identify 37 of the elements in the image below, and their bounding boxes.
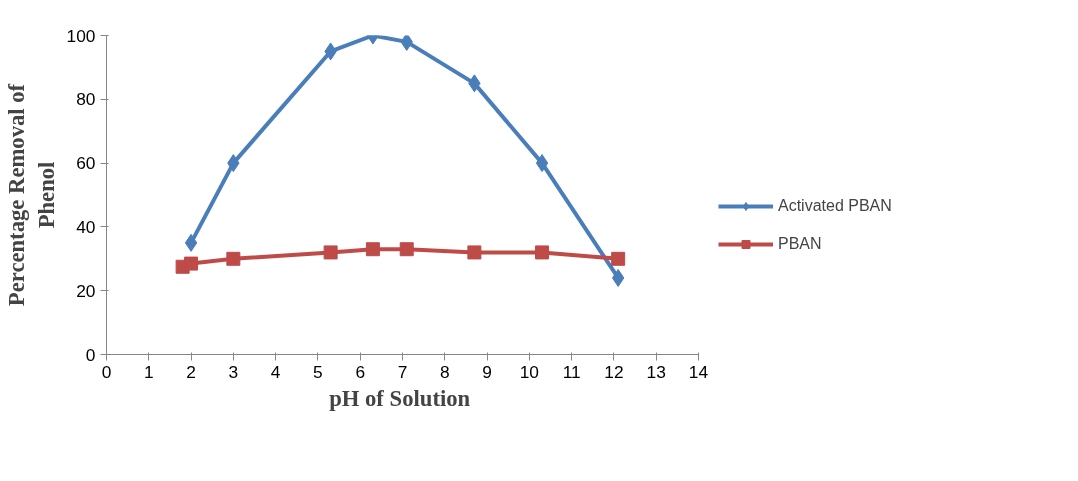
point (611, 251, 626, 266)
legend-label: PBAN (778, 235, 822, 253)
x-axis-title: pH of Solution (329, 385, 471, 411)
point (323, 245, 338, 260)
point (535, 245, 550, 260)
point (184, 233, 198, 252)
point (399, 242, 414, 257)
x-tick-label: 4 (270, 361, 281, 382)
x-tick-label: 14 (688, 361, 709, 382)
y-tick-label: 40 (76, 216, 96, 237)
x-tick-label: 2 (186, 361, 196, 382)
point (226, 251, 241, 266)
y-tick-label: 0 (85, 344, 96, 365)
x-tick-label: 1 (143, 361, 154, 382)
y-tick-label: 100 (66, 25, 96, 46)
point (184, 256, 199, 271)
x-tick-label: 10 (519, 361, 539, 382)
x-tick-label: 7 (397, 361, 408, 382)
x-tick-label: 11 (562, 361, 581, 382)
y-tick-label: 80 (76, 89, 96, 110)
x-tick-label: 0 (101, 361, 112, 382)
point (400, 35, 413, 51)
x-tick-label: 5 (313, 361, 323, 382)
point (467, 245, 482, 260)
x-tick-label: 13 (646, 361, 666, 382)
x-tick-label: 9 (482, 361, 492, 382)
x-tick-label: 3 (228, 361, 239, 382)
y-tick-label: 60 (76, 153, 96, 174)
point (611, 268, 625, 287)
point (535, 154, 549, 173)
x-tick-label: 6 (355, 361, 366, 382)
y-tick-label: 20 (76, 280, 96, 301)
x-tick-label: 12 (604, 361, 624, 382)
y-axis-title: Percentage Removal of Phenol (3, 83, 59, 307)
point (365, 242, 380, 257)
x-tick-label: 8 (439, 361, 450, 382)
legend-label: Activated PBAN (778, 197, 892, 215)
